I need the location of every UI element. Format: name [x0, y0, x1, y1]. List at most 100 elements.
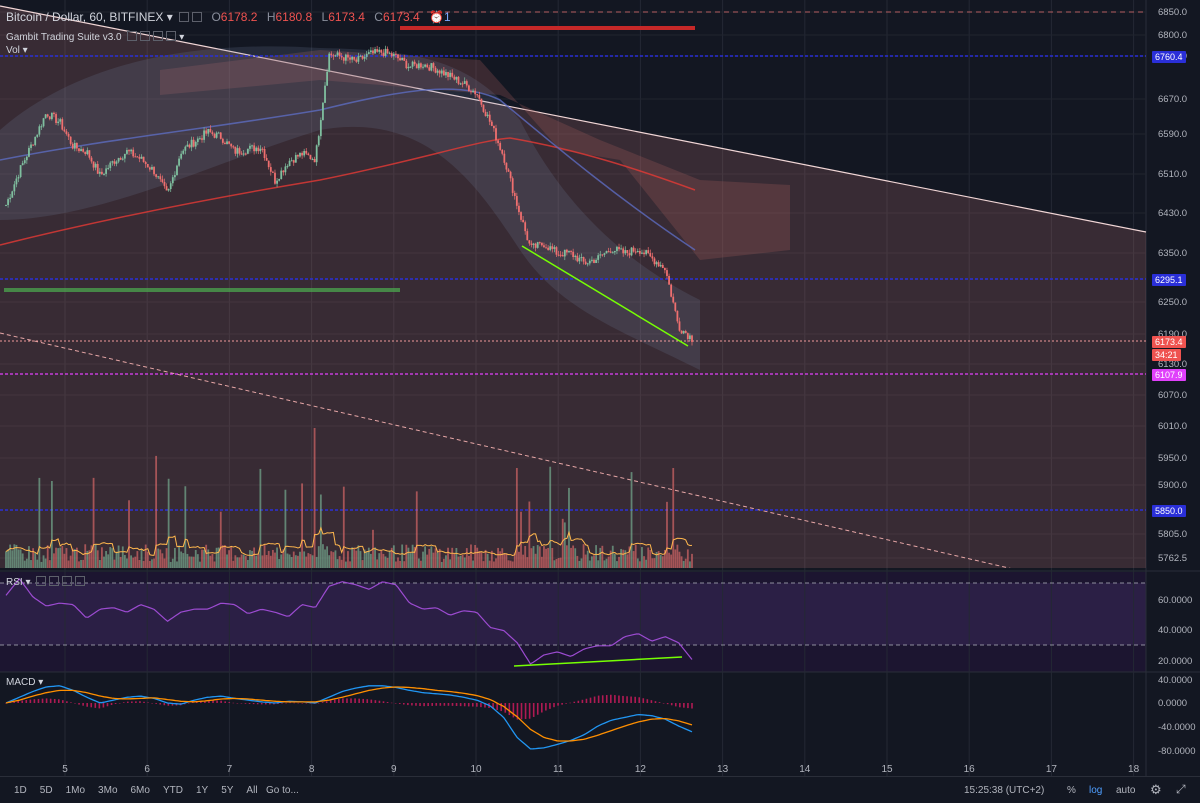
range-1mo[interactable]: 1Mo [65, 785, 86, 796]
gear-icon[interactable]: ⚙ [1150, 782, 1162, 797]
chevron-down-icon[interactable]: ▾ [35, 677, 44, 688]
close-icon[interactable] [62, 576, 73, 586]
macd-hist-bar [374, 700, 377, 703]
volume-bar [484, 549, 487, 568]
candle [588, 260, 591, 264]
volume-bar [524, 545, 527, 568]
range-1d[interactable]: 1D [14, 785, 27, 796]
macd-hist-bar [354, 698, 356, 703]
macd-hist-bar [691, 703, 693, 709]
green-price-trendline[interactable] [521, 245, 689, 347]
macd-hist-bar [191, 702, 194, 703]
candle [326, 71, 329, 86]
volume-bar [438, 548, 441, 568]
macd-hist-bar [581, 699, 584, 703]
macd-hist-bar [135, 701, 137, 703]
goto-button[interactable]: Go to... [266, 785, 299, 796]
volume-bar [207, 549, 210, 568]
price-tick-label: 6010.0 [1158, 421, 1187, 432]
volume-bar [117, 545, 120, 568]
macd-hist-bar [687, 703, 689, 709]
volume-bar [340, 559, 343, 568]
range-all[interactable]: All [246, 785, 258, 796]
vol-label[interactable]: Vol [6, 45, 20, 56]
volume-bar [530, 548, 533, 568]
macd-hist-bar [610, 694, 612, 703]
macd-hist-bar [427, 703, 429, 707]
macd-hist-bar [553, 703, 555, 708]
window-icon[interactable] [179, 12, 190, 22]
macd-hist-bar [204, 700, 206, 703]
macd-label[interactable]: MACD [6, 677, 36, 688]
macd-hist-bar [658, 702, 661, 703]
eye-icon[interactable] [127, 31, 138, 41]
log-toggle[interactable]: log [1089, 785, 1103, 796]
candle [528, 240, 531, 244]
window-icon[interactable] [192, 12, 203, 22]
volume-bar [420, 560, 422, 568]
rsi-trendline[interactable] [513, 656, 683, 667]
volume-bar [194, 549, 197, 568]
volume-bar [317, 546, 320, 568]
settings-icon[interactable] [140, 31, 151, 41]
fullscreen-icon[interactable]: ⤢ [1176, 782, 1186, 796]
candle [186, 144, 189, 147]
more-icon[interactable] [166, 31, 177, 41]
alarm-clock-icon[interactable]: ⏰ [429, 10, 444, 24]
volume-bar [478, 551, 481, 568]
more-icon[interactable] [75, 576, 86, 586]
macd-hist-bar [597, 695, 600, 703]
volume-bar [672, 468, 675, 568]
lower-trendline[interactable] [0, 332, 1146, 600]
chevron-down-icon[interactable]: ▾ [22, 577, 31, 588]
volume-bar [9, 544, 12, 568]
macd-hist-bar [126, 701, 129, 703]
volume-bar [113, 559, 116, 568]
macd-hist-bar [106, 703, 109, 707]
candle [228, 141, 231, 144]
volume-bar [98, 560, 101, 568]
volume-bar [384, 556, 387, 568]
rsi-label[interactable]: RSI [6, 577, 23, 588]
suite-label[interactable]: Gambit Trading Suite v3.0 [6, 32, 122, 43]
candle [151, 166, 153, 170]
rsi-tick-label: 20.0000 [1158, 656, 1192, 667]
macd-hist-bar [573, 701, 576, 703]
candle [538, 242, 541, 244]
candle [276, 180, 278, 184]
candle [71, 143, 74, 149]
range-3mo[interactable]: 3Mo [98, 785, 118, 796]
range-6mo[interactable]: 6Mo [130, 785, 150, 796]
candle [392, 53, 395, 57]
symbol-title[interactable]: Bitcoin / Dollar, 60, BITFINEX [6, 10, 164, 24]
range-1y[interactable]: 1Y [195, 785, 209, 796]
range-5d[interactable]: 5D [39, 785, 53, 796]
percent-toggle[interactable]: % [1067, 785, 1076, 796]
macd-hist-bar [565, 703, 567, 704]
macd-hist-bar [402, 703, 405, 705]
chevron-down-icon[interactable]: ▾ [19, 45, 28, 56]
candle [65, 131, 68, 134]
volume-bar [359, 551, 362, 568]
range-ytd[interactable]: YTD [162, 785, 183, 796]
macd-histogram [5, 694, 693, 720]
volume-bar [588, 560, 591, 568]
auto-toggle[interactable]: auto [1116, 785, 1136, 796]
close-icon[interactable] [153, 31, 164, 41]
eye-icon[interactable] [36, 576, 47, 586]
chevron-down-icon[interactable]: ▾ [179, 32, 185, 43]
volume-bar [363, 549, 366, 568]
macd-hist-bar [329, 700, 332, 703]
candles[interactable] [5, 45, 693, 346]
volume-bar [119, 556, 122, 568]
volume-bar [38, 477, 41, 568]
range-5y[interactable]: 5Y [221, 785, 234, 796]
volume-bar [17, 549, 20, 568]
chevron-down-icon[interactable]: ▾ [163, 10, 173, 24]
upper-trendline[interactable] [0, 5, 1147, 233]
settings-icon[interactable] [49, 576, 60, 586]
candle [13, 184, 16, 192]
volume-bar [246, 559, 249, 568]
volume-bar [440, 561, 443, 568]
